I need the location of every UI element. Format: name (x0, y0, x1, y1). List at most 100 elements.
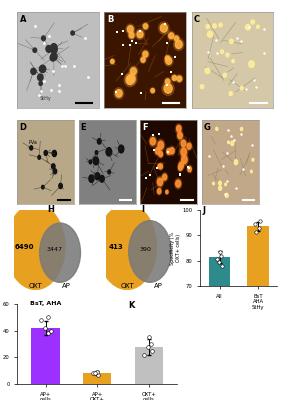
Circle shape (229, 39, 233, 44)
Point (214, 37, 218, 44)
Point (156, 130, 161, 137)
Point (239, 38, 243, 44)
Circle shape (151, 88, 154, 93)
Point (145, 344, 150, 350)
Circle shape (157, 164, 161, 169)
Circle shape (51, 164, 55, 169)
Point (206, 153, 211, 159)
Circle shape (206, 24, 209, 29)
Point (224, 150, 229, 156)
Point (120, 28, 125, 34)
Point (63, 62, 67, 69)
Circle shape (172, 76, 176, 80)
Circle shape (98, 139, 101, 144)
Circle shape (156, 176, 164, 188)
Circle shape (154, 146, 161, 156)
Point (250, 142, 255, 148)
Point (151, 131, 155, 138)
Circle shape (157, 139, 165, 151)
Circle shape (40, 223, 80, 282)
Circle shape (162, 81, 174, 96)
Circle shape (166, 57, 172, 64)
Point (226, 126, 230, 133)
Circle shape (166, 147, 172, 156)
Point (86, 74, 91, 80)
Bar (31, 328, 60, 384)
Text: F: F (142, 122, 148, 132)
Circle shape (155, 148, 160, 154)
Circle shape (30, 146, 33, 150)
Circle shape (89, 160, 92, 164)
Point (147, 172, 152, 178)
Point (42, 78, 46, 84)
Circle shape (51, 46, 57, 53)
Text: H: H (48, 205, 55, 214)
Text: StHy: StHy (40, 96, 52, 101)
Circle shape (124, 73, 136, 87)
Circle shape (93, 157, 99, 165)
Circle shape (164, 56, 173, 66)
Circle shape (164, 55, 170, 62)
Circle shape (176, 124, 182, 134)
Circle shape (158, 150, 163, 158)
Circle shape (178, 164, 183, 172)
Point (229, 133, 234, 139)
Point (223, 191, 227, 197)
Point (185, 164, 190, 170)
Circle shape (219, 23, 222, 27)
Circle shape (176, 180, 181, 187)
Circle shape (187, 143, 191, 149)
Circle shape (46, 46, 52, 52)
Circle shape (245, 24, 250, 30)
Point (114, 89, 119, 95)
Circle shape (225, 193, 228, 198)
Circle shape (182, 156, 187, 164)
Y-axis label: Cell number: Cell number (0, 327, 1, 361)
Circle shape (156, 188, 162, 195)
Point (234, 185, 239, 191)
Circle shape (187, 165, 192, 173)
Circle shape (100, 176, 104, 182)
Circle shape (89, 175, 94, 182)
Point (187, 164, 192, 171)
Point (241, 166, 246, 172)
Circle shape (251, 170, 252, 173)
Circle shape (159, 164, 162, 169)
Circle shape (128, 31, 135, 40)
Circle shape (251, 20, 255, 24)
Text: 413: 413 (109, 244, 124, 250)
Circle shape (158, 189, 161, 194)
Point (244, 85, 249, 92)
Circle shape (126, 76, 134, 84)
Circle shape (142, 50, 149, 58)
Point (225, 178, 230, 184)
Bar (247, 226, 269, 400)
Bar (209, 257, 230, 400)
Circle shape (174, 38, 184, 50)
Circle shape (114, 88, 124, 99)
Point (235, 35, 239, 42)
Circle shape (234, 160, 238, 165)
Point (162, 20, 167, 27)
Point (49, 87, 53, 93)
Circle shape (212, 182, 214, 185)
Point (144, 175, 148, 182)
Point (139, 90, 143, 96)
Point (56, 87, 61, 94)
Circle shape (257, 25, 259, 28)
Text: OXT: OXT (120, 283, 134, 289)
Point (83, 35, 87, 42)
Point (142, 352, 147, 358)
Point (165, 82, 169, 88)
Point (247, 24, 252, 30)
Circle shape (249, 61, 254, 68)
Text: C: C (194, 15, 200, 24)
Bar (135, 347, 163, 384)
Point (127, 42, 132, 48)
Circle shape (37, 74, 43, 81)
Circle shape (164, 78, 171, 85)
Circle shape (213, 24, 216, 28)
Circle shape (164, 84, 172, 93)
Point (257, 224, 261, 231)
Circle shape (160, 24, 167, 32)
